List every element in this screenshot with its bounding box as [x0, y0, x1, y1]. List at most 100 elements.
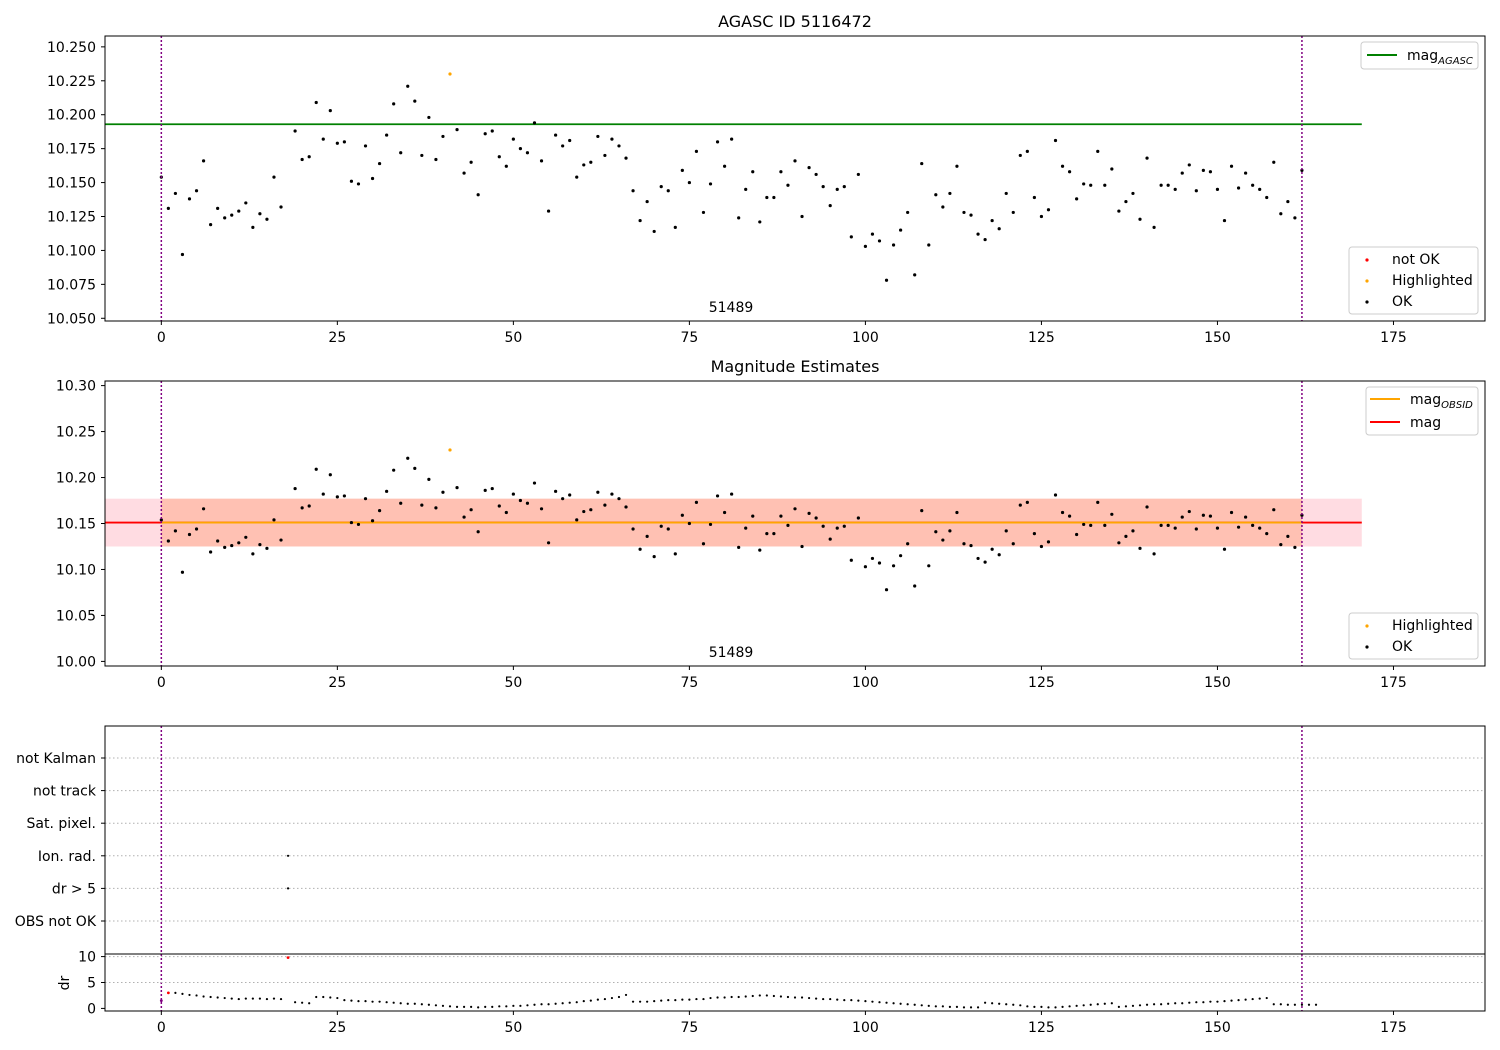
- data-point-ok: [1067, 170, 1072, 174]
- data-point-ok: [1131, 529, 1135, 533]
- data-point-ok: [680, 513, 684, 517]
- data-point-ok: [251, 552, 255, 556]
- data-point-ok: [1138, 546, 1142, 550]
- dr-point: [1209, 1000, 1212, 1003]
- data-point-ok: [884, 278, 889, 282]
- data-point-ok: [737, 216, 741, 220]
- data-point-ok: [1046, 208, 1051, 212]
- dr-point: [392, 1001, 395, 1004]
- dr-point: [448, 1005, 452, 1008]
- data-point-ok: [187, 532, 192, 537]
- legend-label-not-ok: not OK: [1392, 252, 1440, 268]
- data-point-ok: [1011, 542, 1015, 546]
- dr-point: [667, 999, 670, 1002]
- dr-point: [941, 1005, 944, 1008]
- dr-point: [1019, 1004, 1022, 1007]
- data-point-ok: [216, 206, 220, 210]
- dr-point: [519, 1004, 522, 1007]
- data-point-ok: [554, 489, 558, 493]
- dr-point: [329, 996, 332, 999]
- data-point-ok: [589, 508, 593, 512]
- dr-point: [477, 1006, 480, 1009]
- data-point-ok: [666, 527, 670, 531]
- x-tick-label: 25: [328, 675, 346, 691]
- flag-point: [286, 887, 290, 890]
- panel-dr-ylabel: dr: [57, 975, 73, 990]
- dr-point: [209, 995, 212, 999]
- dr-point: [1138, 1004, 1142, 1007]
- data-point-ok: [575, 175, 579, 179]
- data-point-ok: [786, 523, 790, 527]
- dr-point: [948, 1005, 951, 1008]
- dr-point: [885, 1001, 888, 1004]
- data-point-ok: [525, 501, 530, 505]
- x-tick-label: 0: [157, 675, 166, 691]
- dr-point: [758, 994, 761, 997]
- data-point-ok: [399, 151, 403, 155]
- data-point-ok: [180, 252, 185, 257]
- data-point-ok: [927, 564, 931, 568]
- data-point-ok: [877, 239, 882, 243]
- dr-point: [498, 1005, 501, 1008]
- data-point-ok: [1152, 225, 1156, 229]
- dr-point: [533, 1003, 536, 1006]
- dr-point: [526, 1004, 529, 1007]
- data-point-ok: [525, 151, 530, 155]
- data-point-ok: [969, 213, 973, 217]
- dr-point: [871, 1000, 874, 1003]
- data-point-ok: [307, 155, 311, 159]
- dr-point: [800, 996, 804, 999]
- dr-point: [723, 996, 726, 999]
- data-point-ok: [927, 243, 931, 247]
- x-tick-label: 100: [852, 1020, 879, 1036]
- y-tick-label: 10.075: [47, 277, 96, 293]
- data-point-ok: [476, 193, 480, 197]
- panel-mag-title: Magnitude Estimates: [711, 357, 880, 376]
- data-point-ok: [814, 516, 818, 520]
- x-tick-label: 75: [680, 330, 698, 346]
- data-point-ok: [638, 218, 642, 223]
- dr-point: [265, 997, 269, 1001]
- dr-point: [505, 1005, 508, 1008]
- data-point-ok: [1286, 534, 1290, 538]
- dr-point: [462, 1005, 466, 1008]
- data-point-ok: [582, 509, 586, 514]
- data-point-ok: [194, 189, 199, 193]
- data-point-ok: [652, 554, 656, 559]
- data-point-ok: [1018, 153, 1022, 158]
- data-point-ok: [187, 197, 192, 201]
- dr-point: [455, 1005, 459, 1008]
- legend-marker-highlighted: [1365, 279, 1369, 283]
- data-point-ok: [532, 481, 537, 485]
- data-point-ok: [328, 109, 332, 113]
- data-point-ok: [1265, 195, 1269, 200]
- dr-point: [301, 1001, 304, 1004]
- data-point-ok: [758, 220, 762, 224]
- data-point-ok: [772, 195, 776, 200]
- data-point-ok: [476, 530, 480, 534]
- dr-point: [216, 996, 219, 999]
- data-point-ok: [1117, 209, 1121, 213]
- panel-agasc-plot: 0 25 50 75 100 125 150 175 10.050 10.075 10.100 10.…: [47, 35, 1486, 346]
- data-point-ok: [1293, 216, 1297, 220]
- data-point-ok: [899, 554, 903, 558]
- dr-point: [1293, 1003, 1296, 1006]
- dr-point: [181, 992, 184, 996]
- data-point-ok: [1236, 186, 1241, 190]
- data-point-ok: [631, 527, 635, 531]
- data-point-ok: [1110, 167, 1114, 171]
- data-point-ok: [1194, 189, 1198, 193]
- data-point-ok: [321, 492, 325, 496]
- data-point-ok: [159, 518, 163, 522]
- dr-point: [378, 1000, 381, 1003]
- x-tick-label: 150: [1204, 1020, 1231, 1036]
- data-point-ok: [258, 543, 262, 547]
- dr-point: [1152, 1003, 1156, 1006]
- data-point-ok: [617, 497, 621, 501]
- data-point-ok: [884, 588, 889, 592]
- data-point-ok: [568, 493, 572, 497]
- dr-point: [1314, 1003, 1318, 1006]
- y-tick-label: 10.175: [47, 142, 96, 158]
- dr-point: [1040, 1005, 1043, 1008]
- data-point-ok: [666, 189, 670, 193]
